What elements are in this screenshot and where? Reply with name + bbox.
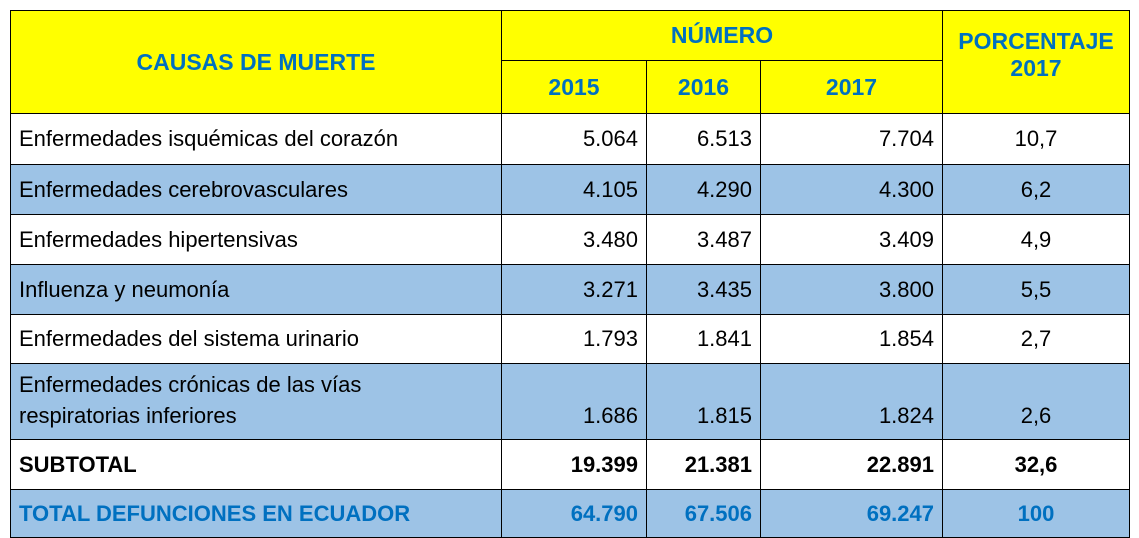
percentage-cell: 6,2 [942, 164, 1130, 215]
percentage-header: PORCENTAJE 2017 [942, 10, 1130, 114]
percentage-cell: 2,6 [942, 363, 1130, 440]
table-row: Enfermedades hipertensivas 3.480 3.487 3… [10, 214, 1130, 265]
cause-cell: Enfermedades cerebrovasculares [10, 164, 502, 215]
value-2016-cell: 3.435 [646, 264, 761, 315]
value-2017-cell: 7.704 [760, 113, 943, 165]
value-2017-cell: 3.409 [760, 214, 943, 265]
cause-cell: Enfermedades del sistema urinario [10, 314, 502, 364]
cause-line-2: respiratorias inferiores [19, 403, 237, 428]
value-2016-cell: 3.487 [646, 214, 761, 265]
value-2015-cell: 3.271 [501, 264, 647, 315]
total-2015: 64.790 [501, 489, 647, 538]
value-2017-cell: 3.800 [760, 264, 943, 315]
year-header-2017: 2017 [760, 60, 943, 114]
value-2016-cell: 4.290 [646, 164, 761, 215]
value-2015-cell: 1.686 [501, 363, 647, 440]
total-2016: 67.506 [646, 489, 761, 538]
table-row: Enfermedades crónicas de las vías respir… [10, 363, 1130, 440]
value-2017-cell: 1.824 [760, 363, 943, 440]
table-row: Enfermedades cerebrovasculares 4.105 4.2… [10, 164, 1130, 215]
cause-cell: Enfermedades isquémicas del corazón [10, 113, 502, 165]
subtotal-2016: 21.381 [646, 439, 761, 490]
subtotal-label: SUBTOTAL [10, 439, 502, 490]
mortality-table: CAUSAS DE MUERTE NÚMERO PORCENTAJE 2017 … [10, 10, 1130, 538]
subtotal-percentage: 32,6 [942, 439, 1130, 490]
causes-header: CAUSAS DE MUERTE [10, 10, 502, 114]
value-2015-cell: 4.105 [501, 164, 647, 215]
table-row: Influenza y neumonía 3.271 3.435 3.800 5… [10, 264, 1130, 315]
percentage-cell: 5,5 [942, 264, 1130, 315]
subtotal-2015: 19.399 [501, 439, 647, 490]
cause-cell: Influenza y neumonía [10, 264, 502, 315]
percentage-header-line1: PORCENTAJE [958, 28, 1114, 54]
total-label: TOTAL DEFUNCIONES EN ECUADOR [10, 489, 502, 538]
total-percentage: 100 [942, 489, 1130, 538]
subtotal-2017: 22.891 [760, 439, 943, 490]
value-2015-cell: 3.480 [501, 214, 647, 265]
percentage-cell: 4,9 [942, 214, 1130, 265]
value-2016-cell: 6.513 [646, 113, 761, 165]
value-2016-cell: 1.841 [646, 314, 761, 364]
table-row: Enfermedades isquémicas del corazón 5.06… [10, 113, 1130, 165]
cause-cell: Enfermedades crónicas de las vías respir… [10, 363, 502, 440]
value-2017-cell: 1.854 [760, 314, 943, 364]
total-2017: 69.247 [760, 489, 943, 538]
percentage-header-line2: 2017 [1010, 55, 1062, 81]
value-2016-cell: 1.815 [646, 363, 761, 440]
year-header-2015: 2015 [501, 60, 647, 114]
number-header: NÚMERO [501, 10, 943, 61]
cause-cell: Enfermedades hipertensivas [10, 214, 502, 265]
percentage-cell: 2,7 [942, 314, 1130, 364]
value-2015-cell: 1.793 [501, 314, 647, 364]
percentage-cell: 10,7 [942, 113, 1130, 165]
total-row: TOTAL DEFUNCIONES EN ECUADOR 64.790 67.5… [10, 489, 1130, 538]
value-2015-cell: 5.064 [501, 113, 647, 165]
cause-line-1: Enfermedades crónicas de las vías [19, 372, 362, 397]
subtotal-row: SUBTOTAL 19.399 21.381 22.891 32,6 [10, 439, 1130, 490]
year-header-2016: 2016 [646, 60, 761, 114]
value-2017-cell: 4.300 [760, 164, 943, 215]
table-row: Enfermedades del sistema urinario 1.793 … [10, 314, 1130, 364]
